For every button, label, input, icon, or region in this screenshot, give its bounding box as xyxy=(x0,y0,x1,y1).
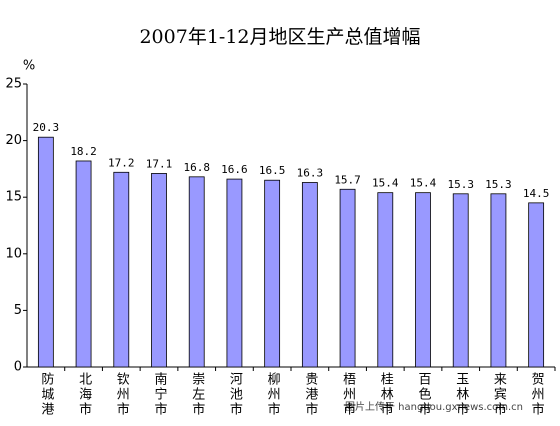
value-label: 16.3 xyxy=(297,166,324,179)
bar xyxy=(452,193,469,368)
y-tick-label: 10 xyxy=(5,246,22,261)
x-tick-label: 北海市 xyxy=(76,372,92,417)
chart-title: 2007年1-12月地区生产总值增幅 xyxy=(139,26,420,48)
value-label: 15.3 xyxy=(485,178,512,191)
value-label: 15.4 xyxy=(410,177,437,190)
value-label: 17.1 xyxy=(146,157,173,170)
x-tick-label: 玉林市 xyxy=(453,372,469,417)
value-label: 15.3 xyxy=(447,178,474,191)
value-label: 15.7 xyxy=(334,173,361,186)
x-tick-label: 贺州市 xyxy=(529,372,545,417)
value-label: 18.2 xyxy=(70,145,97,158)
bar xyxy=(339,188,356,368)
y-tick-label: 0 xyxy=(14,360,22,375)
watermark: 图片上传于 hangdou.gxnews.com.cn xyxy=(345,400,523,413)
bar xyxy=(188,176,205,368)
y-tick-label: 20 xyxy=(5,133,22,148)
y-unit: % xyxy=(23,59,35,74)
bar xyxy=(113,171,130,368)
bar xyxy=(75,160,92,368)
bar xyxy=(377,192,394,368)
x-tick-label: 梧州市 xyxy=(340,372,356,417)
x-tick-label: 河池市 xyxy=(227,372,243,417)
x-tick-label: 百色市 xyxy=(416,372,432,417)
value-label: 20.3 xyxy=(33,121,60,134)
bar xyxy=(415,192,431,368)
y-tick-label: 25 xyxy=(5,77,22,92)
y-tick-label: 5 xyxy=(14,303,22,318)
x-tick-label: 防城港 xyxy=(38,371,54,417)
value-label: 16.6 xyxy=(221,163,248,176)
bar xyxy=(264,179,281,368)
value-label: 15.4 xyxy=(372,177,399,190)
x-tick-label: 南宁市 xyxy=(152,371,168,417)
bar xyxy=(490,193,507,368)
bar xyxy=(226,178,243,368)
value-label: 16.8 xyxy=(183,161,210,174)
x-tick-label: 崇左市 xyxy=(189,372,205,417)
bar xyxy=(151,173,167,368)
x-tick-label: 柳州市 xyxy=(265,372,281,417)
x-tick-label: 贵港市 xyxy=(302,372,318,417)
bar xyxy=(528,202,545,368)
value-label: 16.5 xyxy=(259,164,286,177)
y-tick-label: 15 xyxy=(5,190,22,205)
x-tick-label: 来宾市 xyxy=(491,372,507,417)
x-tick-label: 钦州市 xyxy=(114,372,129,417)
bar xyxy=(301,182,318,368)
bar xyxy=(37,136,54,368)
x-tick-label: 桂林市 xyxy=(378,372,394,417)
value-label: 17.2 xyxy=(108,156,135,169)
value-label: 14.5 xyxy=(523,187,550,200)
